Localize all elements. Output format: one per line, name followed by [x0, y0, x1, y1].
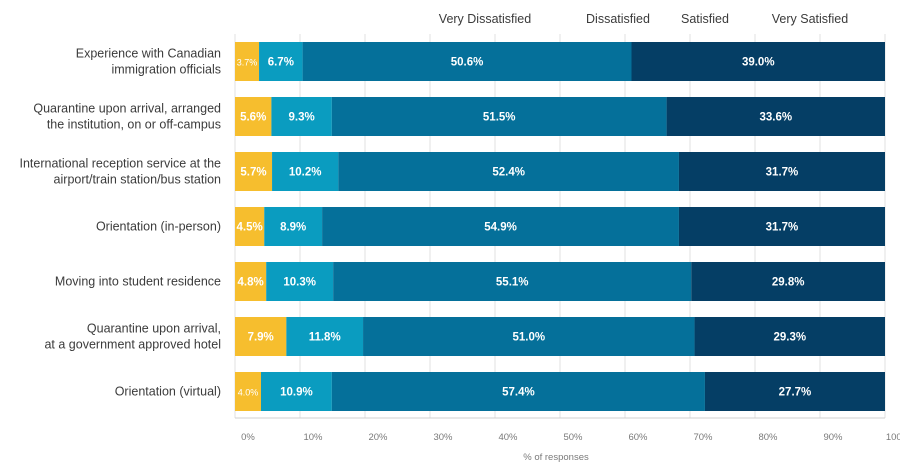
data-label: 55.1% [496, 277, 529, 289]
bar-segment [235, 207, 265, 246]
bar-segment [235, 152, 273, 191]
bar-segment [338, 152, 679, 191]
data-label: 27.7% [779, 387, 812, 399]
bar-segment [691, 262, 885, 301]
bar-segment [235, 42, 260, 81]
bar-segment [302, 42, 632, 81]
data-label: 6.7% [268, 57, 294, 69]
x-tick-labels: 0% 10% 20% 30% 40% 50% 60% 70% 80% 90% 100% [241, 432, 900, 443]
x-tick-label: 0% [241, 432, 255, 443]
bar-segment [322, 207, 679, 246]
bar-segment [272, 152, 339, 191]
bar-segment [678, 207, 885, 246]
bar-segment [235, 372, 261, 411]
category-label: Experience with Canadian [76, 47, 221, 61]
category-label: the institution, on or off-campus [47, 118, 221, 132]
bar-segment [666, 97, 885, 136]
bar-segment [286, 317, 364, 356]
bar-segment [331, 97, 667, 136]
data-label: 52.4% [492, 167, 525, 179]
bar-segment [235, 262, 267, 301]
category-label: Moving into student residence [55, 275, 221, 289]
data-label: 4.5% [237, 222, 263, 234]
bar-segment [678, 152, 885, 191]
category-label: Quarantine upon arrival, [87, 322, 221, 336]
data-label: 29.8% [772, 277, 805, 289]
x-tick-label: 40% [498, 432, 518, 443]
data-label: 39.0% [742, 57, 775, 69]
data-label: 29.3% [773, 332, 806, 344]
x-axis-label: % of responses [523, 452, 589, 463]
x-tick-label: 60% [628, 432, 648, 443]
x-tick-label: 10% [303, 432, 323, 443]
x-tick-label: 90% [823, 432, 843, 443]
bar-segment [704, 372, 885, 411]
category-label: at a government approved hotel [44, 338, 221, 352]
bar-segment [259, 42, 303, 81]
x-tick-label: 20% [368, 432, 388, 443]
data-label: 7.9% [248, 332, 274, 344]
bar-segment [235, 317, 287, 356]
bar-segment [694, 317, 885, 356]
bar-segment [235, 97, 272, 136]
category-label: Quarantine upon arrival, arranged [33, 102, 221, 116]
data-label: 10.9% [280, 387, 313, 399]
data-label: 31.7% [766, 167, 799, 179]
x-tick-label: 70% [693, 432, 713, 443]
data-label: 54.9% [484, 222, 517, 234]
bar-segment [333, 262, 692, 301]
legend-entry: Satisfied [681, 12, 729, 26]
data-label: 3.7% [237, 58, 258, 68]
data-label: 31.7% [766, 222, 799, 234]
category-label: airport/train station/bus station [54, 173, 221, 187]
category-label: Orientation (virtual) [115, 385, 221, 399]
x-tick-label: 30% [433, 432, 453, 443]
category-label: International reception service at the [19, 157, 221, 171]
x-tick-label: 100% [886, 432, 900, 443]
bar-segment [264, 207, 323, 246]
bars: 3.7% 6.7% 50.6% 39.0% 5.6% 9.3% 51.5% 33.6% 5.7%… [235, 42, 885, 411]
data-label: 51.5% [483, 112, 516, 124]
data-label: 10.3% [283, 277, 316, 289]
data-label: 5.7% [240, 167, 266, 179]
bar-segment [631, 42, 885, 81]
bar-segment [331, 372, 705, 411]
data-label: 9.3% [289, 112, 315, 124]
bar-segment [271, 97, 332, 136]
bar-segment [266, 262, 334, 301]
legend-entry: Very Satisfied [772, 12, 848, 26]
data-label: 10.2% [289, 167, 322, 179]
x-tick-label: 50% [563, 432, 583, 443]
category-labels: Experience with Canadian immigration offi… [19, 47, 221, 399]
bar-segment [363, 317, 695, 356]
data-label: 4.0% [238, 388, 259, 398]
data-label: 57.4% [502, 387, 535, 399]
legend-entry: Very Dissatisfied [439, 12, 531, 26]
data-label: 11.8% [309, 332, 341, 344]
data-label: 8.9% [280, 222, 306, 234]
bar-segment [261, 372, 332, 411]
category-label: immigration officials [111, 63, 221, 77]
data-label: 33.6% [759, 112, 792, 124]
data-label: 5.6% [240, 112, 266, 124]
legend-entry: Dissatisfied [586, 12, 650, 26]
data-label: 50.6% [451, 57, 484, 69]
data-label: 51.0% [512, 332, 545, 344]
x-tick-label: 80% [758, 432, 778, 443]
data-label: 4.8% [237, 277, 263, 289]
category-label: Orientation (in-person) [96, 220, 221, 234]
legend: Very Dissatisfied Dissatisfied Satisfied Ve… [439, 12, 848, 26]
